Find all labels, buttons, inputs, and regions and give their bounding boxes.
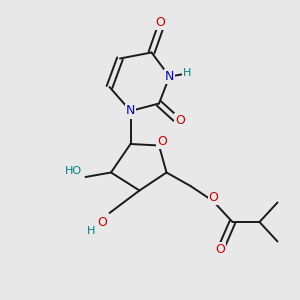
Text: O: O [209,191,218,204]
Text: N: N [165,70,174,83]
Text: N: N [126,104,135,118]
Text: O: O [156,16,165,29]
Text: O: O [157,135,167,148]
Text: O: O [175,113,185,127]
Text: O: O [97,215,107,229]
Text: HO: HO [65,166,82,176]
Text: O: O [216,243,225,256]
Text: H: H [87,226,96,236]
Text: H: H [183,68,192,79]
